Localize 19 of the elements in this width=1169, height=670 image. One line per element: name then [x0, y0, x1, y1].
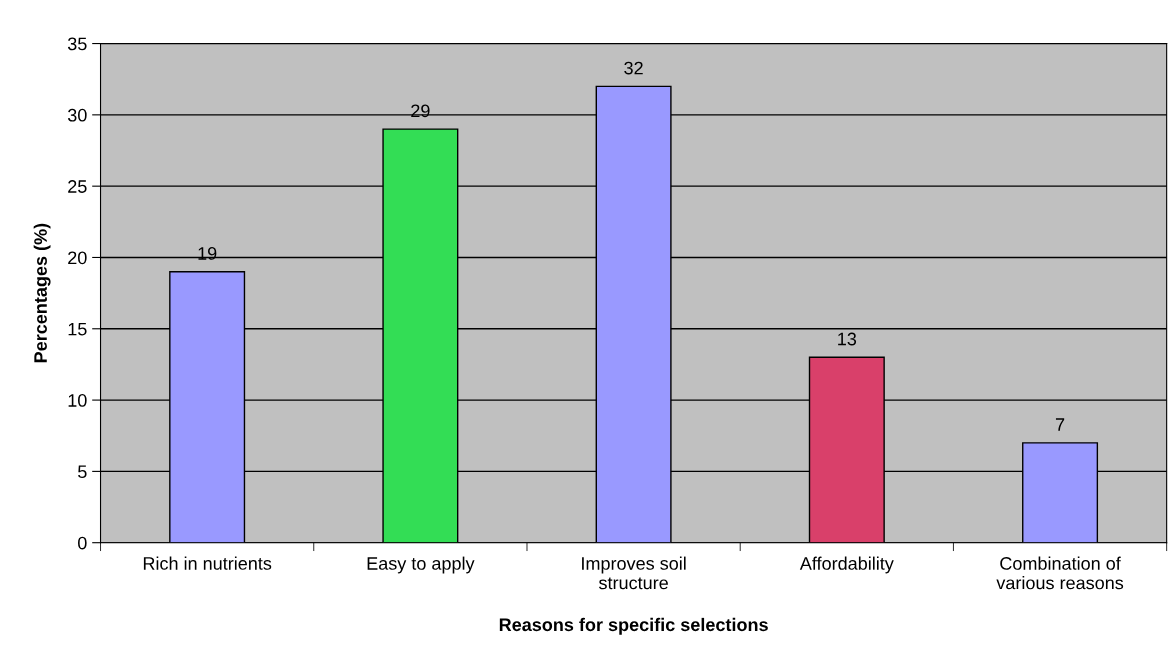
data-label: 7 — [1055, 418, 1065, 431]
data-label: 32 — [624, 61, 643, 75]
y-axis-title: Percentages (%) — [33, 223, 51, 363]
y-tick-label: 5 — [78, 465, 87, 479]
y-tick-label: 20 — [68, 251, 87, 265]
y-tick-label: 35 — [67, 37, 87, 51]
x-tick-label: Rich in nutrients — [143, 556, 272, 570]
x-tick-label: Easy to apply — [367, 556, 475, 574]
y-tick-label: 30 — [67, 108, 87, 122]
data-label: 13 — [838, 332, 857, 346]
x-axis-title: Reasons for specific selections — [499, 617, 768, 635]
x-tick-label: Affordability — [799, 556, 894, 574]
x-tick-label: Combination of various reasons — [996, 556, 1124, 590]
data-label: 19 — [198, 247, 217, 260]
y-tick-label: 25 — [68, 180, 87, 193]
y-tick-label: 15 — [68, 322, 87, 336]
y-tick-label: 10 — [68, 394, 87, 407]
x-tick-label: Improves soil structure — [582, 556, 686, 590]
y-tick-label: 0 — [78, 536, 87, 550]
